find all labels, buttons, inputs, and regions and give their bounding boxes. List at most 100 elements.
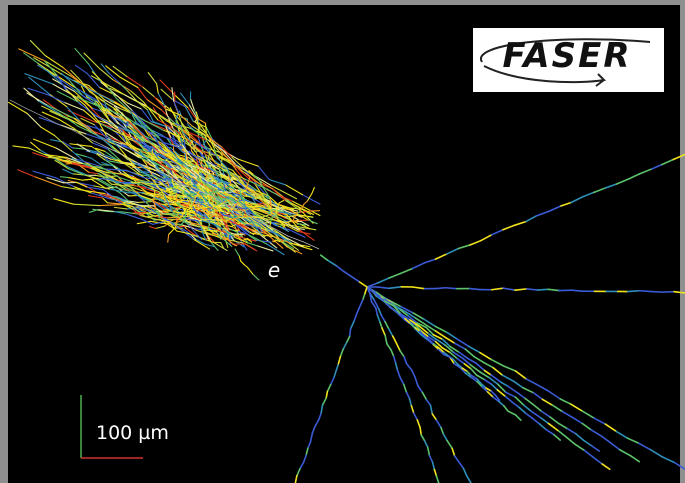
track-segment bbox=[672, 153, 685, 161]
track-segment bbox=[673, 461, 685, 470]
track-segment bbox=[196, 212, 202, 216]
track-segment bbox=[211, 206, 218, 211]
track-segment bbox=[601, 463, 611, 471]
track-segment bbox=[345, 335, 351, 344]
track-segment bbox=[225, 231, 235, 237]
track-segment bbox=[171, 139, 193, 155]
track-segment bbox=[75, 158, 101, 167]
track-segment bbox=[115, 143, 140, 159]
track-segment bbox=[152, 220, 166, 225]
track-segment bbox=[28, 76, 51, 95]
track-segment bbox=[257, 232, 278, 249]
track-segment bbox=[28, 147, 54, 159]
track-segment bbox=[476, 378, 482, 384]
track-segment bbox=[47, 154, 72, 164]
track-segment bbox=[227, 195, 237, 203]
track-segment bbox=[171, 151, 184, 166]
track-segment bbox=[246, 237, 253, 243]
track-segment bbox=[183, 138, 187, 150]
track-segment bbox=[462, 467, 468, 477]
track-segment bbox=[178, 182, 197, 190]
track-segment bbox=[163, 220, 172, 227]
track-segment bbox=[673, 290, 685, 294]
track-segment bbox=[99, 178, 114, 188]
track-segment bbox=[490, 383, 499, 391]
track-segment bbox=[267, 195, 279, 205]
track-segment bbox=[218, 191, 238, 204]
track-segment bbox=[535, 210, 550, 217]
track-segment bbox=[257, 165, 270, 181]
track-segment bbox=[295, 220, 298, 225]
track-segment bbox=[98, 165, 121, 179]
track-segment bbox=[185, 227, 194, 234]
track-segment bbox=[205, 167, 211, 171]
track-segment bbox=[590, 445, 601, 452]
track-segment bbox=[396, 369, 401, 379]
track-segment bbox=[47, 70, 64, 85]
track-segment bbox=[198, 220, 203, 232]
track-segment bbox=[153, 136, 166, 155]
track-segment bbox=[414, 376, 419, 387]
track-segment bbox=[405, 391, 411, 400]
track-segment bbox=[140, 182, 158, 185]
track-segment bbox=[215, 165, 246, 180]
track-segment bbox=[70, 162, 92, 169]
track-segment bbox=[418, 325, 430, 335]
track-segment bbox=[414, 328, 422, 336]
logo: FASER bbox=[473, 28, 664, 92]
track-segment bbox=[434, 330, 447, 339]
track-segment bbox=[243, 264, 249, 268]
track-segment bbox=[435, 419, 442, 429]
track-segment bbox=[255, 239, 272, 243]
track-segment bbox=[410, 405, 415, 414]
track-segment bbox=[157, 92, 166, 106]
track-segment bbox=[55, 147, 77, 160]
track-segment bbox=[268, 221, 272, 229]
track-segment bbox=[104, 193, 124, 203]
track-segment bbox=[419, 426, 423, 436]
track-segment bbox=[258, 179, 264, 188]
track-segment bbox=[37, 63, 56, 76]
track-segment bbox=[425, 399, 432, 406]
track-segment bbox=[502, 287, 516, 291]
track-segment bbox=[147, 158, 156, 167]
track-segment bbox=[583, 449, 594, 458]
track-segment bbox=[263, 198, 272, 209]
track-segment bbox=[246, 242, 258, 247]
track-segment bbox=[180, 208, 187, 218]
track-segment bbox=[270, 184, 298, 200]
track-segment bbox=[187, 142, 197, 154]
track-segment bbox=[531, 403, 543, 413]
track-segment bbox=[269, 198, 272, 209]
track-segment bbox=[218, 174, 238, 181]
track-segment bbox=[62, 168, 74, 175]
track-segment bbox=[227, 173, 232, 185]
track-segment bbox=[88, 150, 97, 155]
track-segment bbox=[132, 165, 140, 173]
track-segment bbox=[246, 266, 254, 275]
track-segment bbox=[427, 332, 437, 340]
track-segment bbox=[311, 186, 315, 194]
track-segment bbox=[216, 226, 224, 236]
track-segment bbox=[488, 376, 499, 386]
track-segment bbox=[202, 138, 208, 145]
track-segment bbox=[88, 209, 99, 213]
track-segment bbox=[29, 40, 46, 57]
track-segment bbox=[130, 144, 140, 151]
track-segment bbox=[127, 120, 144, 137]
track-segment bbox=[166, 120, 182, 131]
track-segment bbox=[82, 183, 97, 193]
track-segment bbox=[141, 134, 158, 143]
track-segment bbox=[237, 158, 259, 167]
track-segment bbox=[121, 130, 129, 144]
track-segment bbox=[161, 142, 170, 152]
track-segment bbox=[335, 364, 339, 372]
track-segment bbox=[170, 136, 183, 145]
track-segment bbox=[166, 112, 174, 129]
track-segment bbox=[422, 334, 429, 340]
track-segment bbox=[296, 468, 301, 477]
track-segment bbox=[446, 331, 458, 340]
track-segment bbox=[197, 136, 202, 148]
track-segment bbox=[350, 275, 360, 283]
track-segment bbox=[165, 108, 182, 116]
